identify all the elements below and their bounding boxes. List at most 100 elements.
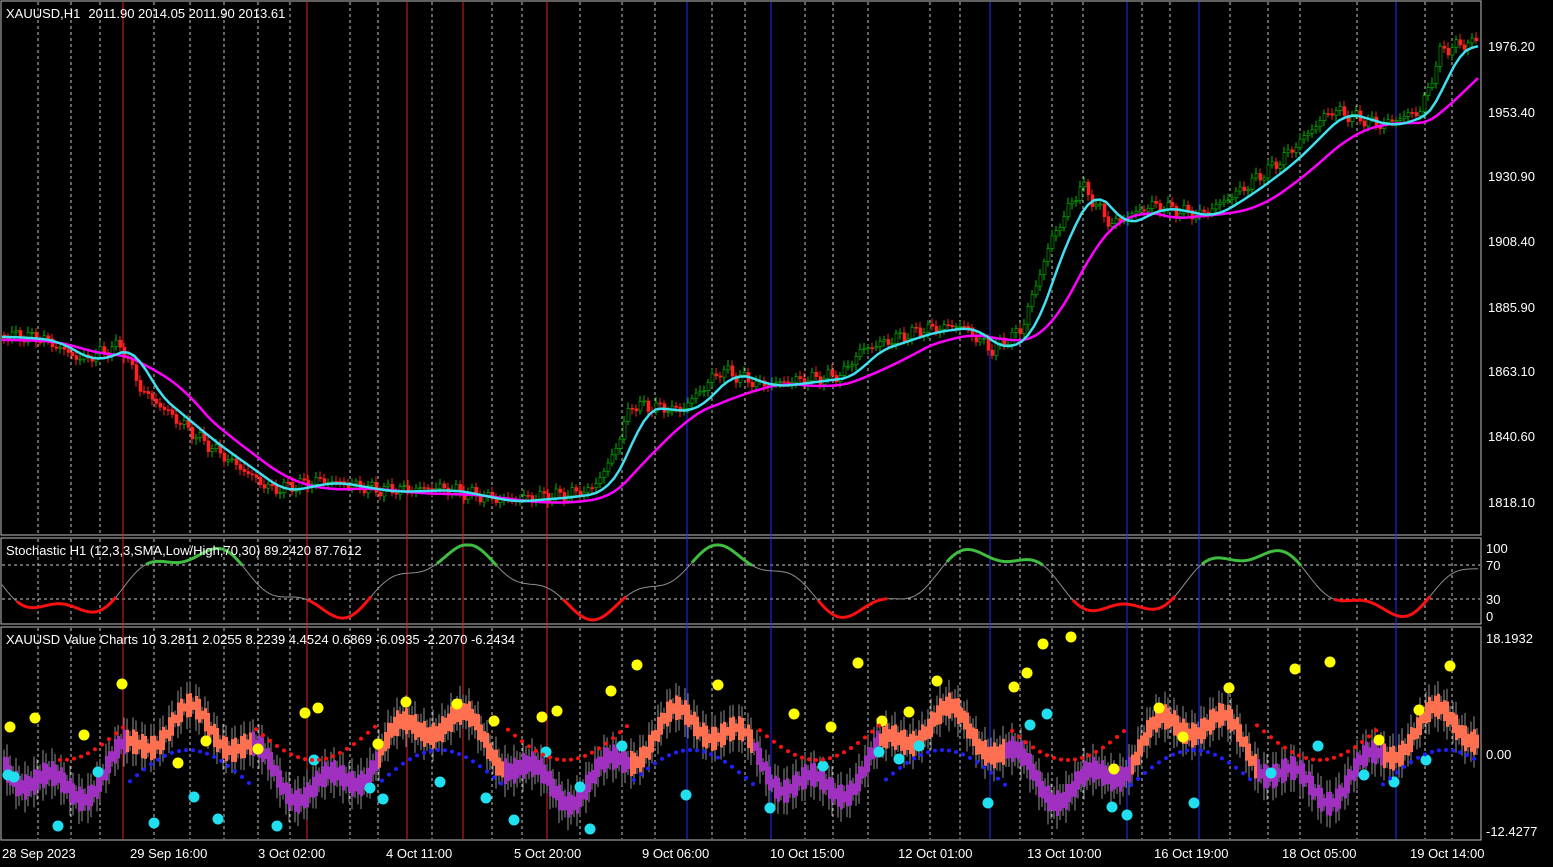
stoch-main-segment xyxy=(570,607,577,613)
stoch-main-segment xyxy=(1252,556,1257,561)
stoch-main-segment xyxy=(193,554,198,560)
stoch-main-segment xyxy=(709,544,714,548)
vc-bar xyxy=(771,778,774,788)
vc-bar xyxy=(888,729,891,742)
stoch-main-segment xyxy=(607,609,612,615)
candle-body xyxy=(526,495,531,497)
stoch-level: 70 xyxy=(1486,558,1500,573)
vc-bar xyxy=(39,770,42,784)
vc-bar xyxy=(105,755,108,781)
price-tick: 1818.10 xyxy=(1488,495,1535,510)
vc-bar xyxy=(123,729,126,755)
candle-body xyxy=(966,326,971,329)
stoch-main-segment xyxy=(1071,599,1078,605)
candle-body xyxy=(774,381,779,384)
vc-trail-dot xyxy=(576,756,580,761)
vc-trail-dot xyxy=(205,751,209,756)
stoch-main-segment xyxy=(229,551,234,557)
vc-bar xyxy=(207,713,210,737)
stoch-main-segment xyxy=(316,603,321,609)
candle-body xyxy=(1098,203,1103,206)
vc-bar xyxy=(81,789,84,811)
vc-trail-dot xyxy=(1402,764,1406,769)
stoch-main-segment xyxy=(1036,560,1041,565)
stoch-main-segment xyxy=(1210,556,1215,561)
stoch-main-segment xyxy=(574,609,579,615)
vc-bar xyxy=(948,692,951,719)
vc-bar xyxy=(351,770,354,797)
vc-bar xyxy=(1071,781,1074,797)
vc-bar xyxy=(933,712,936,727)
vc-trail-dot xyxy=(499,781,503,786)
candle-body xyxy=(182,420,187,425)
stoch-main-segment xyxy=(961,548,966,552)
vc-extreme-dot xyxy=(712,679,724,691)
vc-bar xyxy=(603,747,606,773)
vc-extreme-dot xyxy=(1373,734,1385,746)
stoch-main-segment xyxy=(871,600,876,605)
candle-body xyxy=(1334,110,1339,116)
vc-bar xyxy=(153,735,156,759)
vc-bar xyxy=(36,769,39,790)
vc-bar xyxy=(975,728,978,755)
candle-body xyxy=(942,324,947,330)
vc-bar xyxy=(567,791,570,818)
vc-bar xyxy=(186,693,189,718)
vc-bar xyxy=(321,766,324,788)
vc-trail-dot xyxy=(415,753,419,758)
candle-body xyxy=(1262,177,1267,181)
vc-bar xyxy=(1083,760,1086,787)
stoch-main-segment xyxy=(865,603,870,608)
vc-extreme-dot xyxy=(92,766,104,778)
vc-bar xyxy=(417,721,420,738)
vc-trail-dot xyxy=(93,747,97,752)
stoch-main-segment xyxy=(982,552,987,557)
stoch-main-segment xyxy=(1258,553,1263,558)
vc-bar xyxy=(714,726,717,750)
vc-trail-dot xyxy=(1283,745,1287,750)
vc-bar xyxy=(1173,710,1176,736)
vc-trail-dot xyxy=(947,748,951,753)
stoch-main-segment xyxy=(739,555,744,561)
vc-bar xyxy=(1188,728,1191,741)
vc-bar xyxy=(1146,720,1149,746)
vc-trail-dot xyxy=(254,727,258,732)
candle-body xyxy=(1402,116,1407,120)
vc-bar xyxy=(1413,728,1416,740)
vc-trail-dot xyxy=(1017,734,1021,739)
vc-bar xyxy=(867,747,870,773)
vc-bar xyxy=(1053,794,1056,811)
vc-bar xyxy=(1191,722,1194,748)
signal-vertical-lines xyxy=(122,2,1397,839)
stoch-main-segment xyxy=(601,614,606,619)
stoch-main-segment xyxy=(151,560,156,564)
vc-extreme-dot xyxy=(1223,682,1235,694)
vc-bar xyxy=(633,752,636,775)
vc-bar xyxy=(891,725,894,747)
vc-trail-dot xyxy=(1045,753,1049,758)
vc-bar xyxy=(648,734,651,760)
vc-trail-dot xyxy=(191,748,195,753)
candle-body xyxy=(1074,200,1079,202)
vc-bar xyxy=(1098,763,1101,779)
vc-extreme-dot xyxy=(29,712,41,724)
vc-trail-dot xyxy=(926,750,930,755)
vc-trail-dot xyxy=(1094,749,1098,754)
vc-trail-dot xyxy=(345,746,349,751)
vc-bar xyxy=(687,704,690,728)
candle-body xyxy=(1290,149,1295,153)
vc-extreme-dot xyxy=(1358,769,1370,781)
vc-bar xyxy=(612,744,615,770)
vc-bar xyxy=(177,702,180,727)
vc-bar xyxy=(642,745,645,768)
candle-body xyxy=(718,375,723,378)
stoch-main-segment xyxy=(310,600,315,605)
vc-bar xyxy=(99,769,102,792)
stoch-main-segment xyxy=(1390,611,1395,616)
stoch-main-segment xyxy=(97,608,102,613)
candle-body xyxy=(1394,120,1399,122)
vc-extreme-dot xyxy=(200,735,212,747)
vc-trail-dot xyxy=(968,755,972,760)
vc-trail-dot xyxy=(422,750,426,755)
